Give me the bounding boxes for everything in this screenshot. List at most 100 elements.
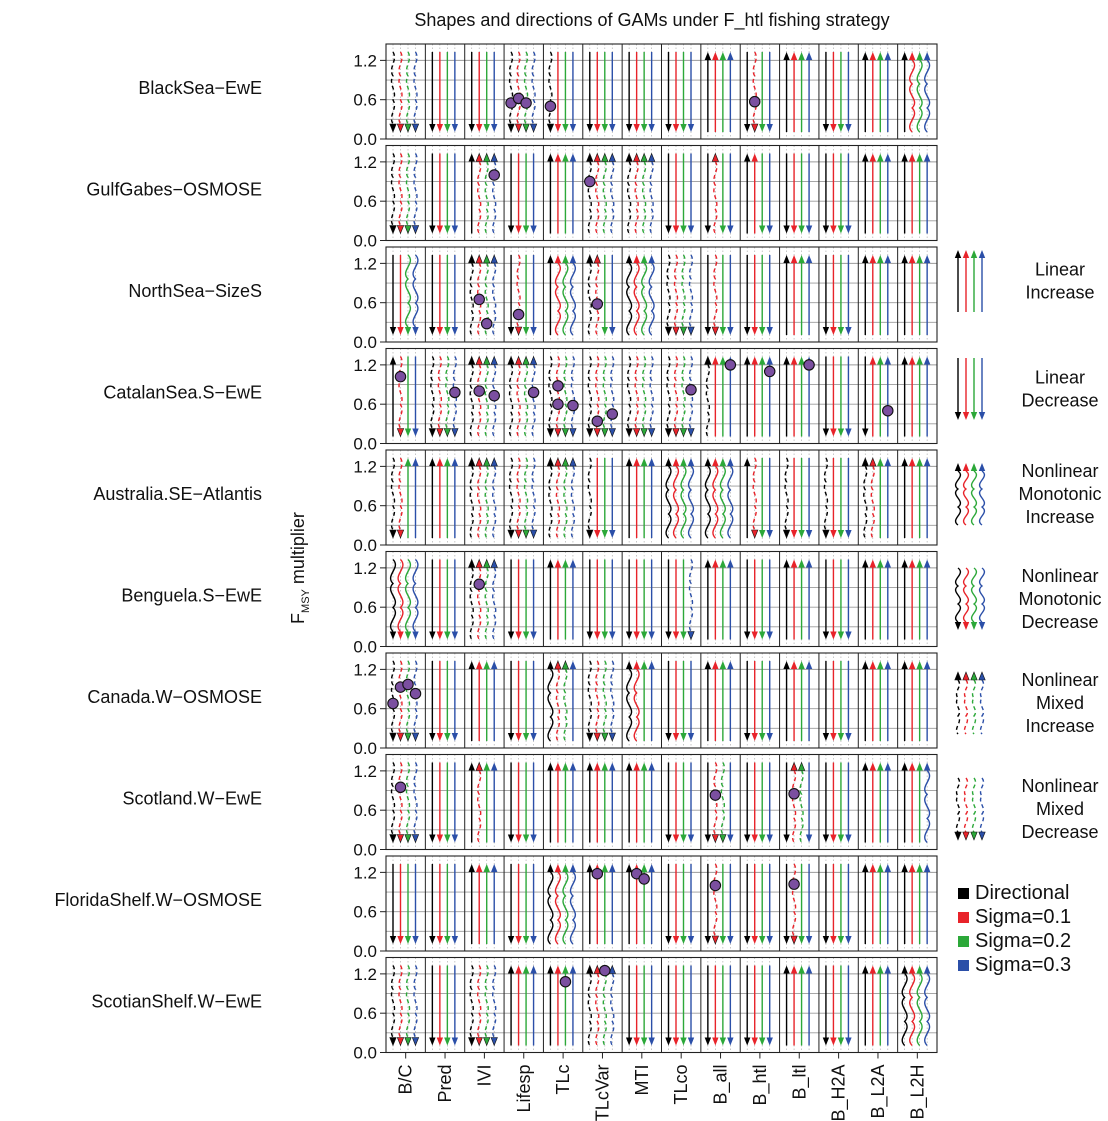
arrow-B_H2A-3-head bbox=[845, 124, 852, 132]
arrow-Lifesp-0-line bbox=[508, 51, 514, 125]
threshold-point bbox=[882, 404, 894, 417]
arrow-B_L2A-1-head bbox=[869, 864, 876, 872]
arrow-B_H2A-1-head bbox=[830, 631, 837, 640]
arrow-B_L2H-1-line bbox=[909, 973, 916, 1046]
arrow-TLc-2-head bbox=[561, 457, 570, 467]
arrow-Lifesp-2-head bbox=[522, 733, 530, 741]
threshold-point bbox=[488, 169, 500, 181]
arrow-MTI-1-head bbox=[633, 661, 640, 669]
legend-arrow-2-head bbox=[970, 671, 978, 681]
panels: 1.2 0.6 0.0 BlackSea−EwE 1.2 0.6 0.0 GulfGabes−… bbox=[54, 43, 938, 1063]
arrow-B_L2A-0-head bbox=[862, 255, 869, 263]
arrow-B/C-2-head bbox=[404, 732, 412, 742]
arrow-TLco-1-head bbox=[672, 1037, 680, 1046]
arrow-TLcVar-2-line bbox=[602, 161, 607, 234]
arrow-B_L2A-1-head bbox=[869, 965, 876, 974]
arrow-TLc-0-head bbox=[547, 965, 554, 974]
arrow-Pred-3-head bbox=[451, 1037, 459, 1046]
arrow-IVI-3-head bbox=[491, 762, 498, 771]
arrow-B_L2H-2-head bbox=[916, 762, 923, 771]
legend-arrow-2-head bbox=[970, 412, 978, 420]
arrow-IVI-0-head bbox=[468, 661, 475, 669]
y-tick-label: 1.2 bbox=[353, 254, 377, 273]
legend-arrow-3-line bbox=[978, 470, 986, 526]
legend-arrow-2-line bbox=[970, 470, 978, 526]
arrow-Lifesp-3-line bbox=[531, 457, 536, 531]
arrow-IVI-2-head bbox=[483, 661, 490, 669]
arrow-B_H2A-0-head bbox=[822, 631, 830, 640]
arrow-B/C-3-head bbox=[411, 834, 420, 844]
arrow-B_L2H-2-head bbox=[916, 458, 923, 466]
arrow-B_htl-1-head bbox=[751, 529, 759, 539]
arrow-IVI-1-head bbox=[475, 152, 483, 162]
panel-frame bbox=[385, 753, 938, 851]
arrow-B_all-1-head bbox=[712, 1037, 719, 1046]
arrow-B/C-3-line bbox=[413, 965, 418, 1038]
arrow-IVI-0-head bbox=[468, 558, 476, 568]
arrow-B_L2H-1-head bbox=[908, 661, 916, 669]
arrow-B_L2H-0-head bbox=[901, 52, 908, 60]
arrow-TLco-3-head bbox=[687, 631, 695, 641]
arrow-TLco-3-line bbox=[687, 465, 695, 539]
y-tick-label: 1.2 bbox=[353, 356, 377, 375]
arrow-Lifesp-0-head bbox=[507, 965, 515, 974]
arrow-TLc-3-head bbox=[569, 457, 577, 467]
arrow-Pred-0-head bbox=[429, 936, 436, 944]
arrow-IVI-2-line bbox=[484, 465, 489, 539]
arrow-B_all-2-line bbox=[720, 762, 726, 835]
arrow-Lifesp-1-line bbox=[516, 51, 521, 125]
arrow-TLcVar-1-head bbox=[593, 152, 601, 162]
threshold-point bbox=[552, 398, 564, 410]
x-tick-label: Pred bbox=[435, 1065, 455, 1103]
arrow-TLcVar-2-head bbox=[601, 327, 608, 335]
arrow-TLcVar-2-line bbox=[602, 660, 607, 734]
arrow-TLco-0-head bbox=[665, 631, 672, 640]
arrow-MTI-3-line bbox=[649, 161, 654, 234]
arrow-B/C-3-line bbox=[412, 559, 419, 632]
arrow-B_H2A-0-head bbox=[822, 428, 830, 437]
x-tick-label: B_H2A bbox=[829, 1065, 850, 1121]
arrow-TLc-2-head bbox=[562, 864, 569, 872]
arrow-Pred-1-head bbox=[436, 458, 444, 466]
panel-frame bbox=[385, 43, 938, 140]
arrow-Pred-1-head bbox=[436, 733, 444, 741]
arrow-Lifesp-1-line bbox=[516, 457, 521, 531]
panel-0: 1.2 0.6 0.0 BlackSea−EwE bbox=[138, 43, 938, 149]
arrow-TLco-2-head bbox=[680, 225, 687, 234]
arrow-B/C-0-line bbox=[389, 559, 397, 632]
arrow-Pred-0-head bbox=[429, 1037, 436, 1046]
arrow-Lifesp-1-head bbox=[515, 834, 522, 843]
panel-2: 1.2 0.6 0.0 NorthSea−SizeS bbox=[128, 246, 938, 352]
arrow-TLcVar-0-line bbox=[587, 356, 592, 429]
panel-1: 1.2 0.6 0.0 GulfGabes−OSMOSE bbox=[86, 144, 938, 251]
panel-frame bbox=[385, 347, 938, 445]
arrow-B/C-3-head bbox=[412, 327, 419, 335]
arrow-MTI-2-head bbox=[640, 458, 648, 466]
arrow-B_L2H-0-head bbox=[901, 559, 908, 568]
arrow-B_L2A-3-head bbox=[884, 153, 891, 162]
arrow-B_all-1-line bbox=[713, 863, 718, 937]
arrow-IVI-1-head bbox=[475, 457, 483, 467]
arrow-TLcVar-3-head bbox=[609, 327, 616, 335]
arrow-TLc-0-head bbox=[546, 123, 555, 133]
arrow-MTI-0-head bbox=[625, 124, 633, 132]
arrow-B_all-2-head bbox=[719, 559, 727, 568]
threshold-point bbox=[488, 389, 500, 402]
arrow-B_htl-0-head bbox=[744, 936, 751, 944]
arrow-Lifesp-2-head bbox=[522, 631, 530, 640]
arrow-B_htl-3-head bbox=[766, 936, 773, 944]
arrow-B_all-0-head bbox=[704, 225, 712, 234]
arrow-Pred-2-head bbox=[444, 631, 451, 640]
arrow-IVI-3-line bbox=[492, 965, 497, 1038]
arrow-B_H2A-3-head bbox=[845, 530, 852, 538]
arrow-B_ltl-1-line bbox=[791, 770, 797, 843]
arrow-TLc-3-head bbox=[569, 864, 577, 872]
arrow-B_ltl-2-head bbox=[798, 225, 805, 234]
arrow-IVI-2-head bbox=[483, 864, 490, 872]
legend-arrow-2-line bbox=[971, 679, 977, 735]
panel-8: 1.2 0.6 0.0 FloridaShelf.W−OSMOSE bbox=[54, 855, 938, 961]
arrow-IVI-0-line bbox=[469, 262, 474, 336]
arrow-B_L2A-0-line bbox=[863, 465, 868, 539]
arrow-B_all-2-head bbox=[719, 52, 727, 60]
legend-arrow-3-head bbox=[978, 622, 986, 630]
